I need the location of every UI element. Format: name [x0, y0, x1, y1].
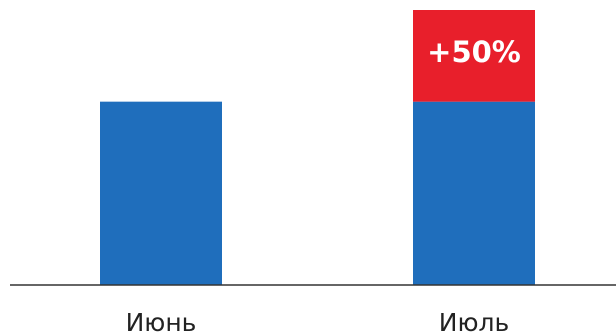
bar-segment: [100, 101, 222, 286]
x-tick-label: Июнь: [126, 308, 197, 336]
value-label: +50%: [427, 35, 521, 69]
x-tick-label: Июль: [439, 308, 509, 336]
bar-segment: [413, 10, 535, 102]
bar-segment: [413, 101, 535, 286]
